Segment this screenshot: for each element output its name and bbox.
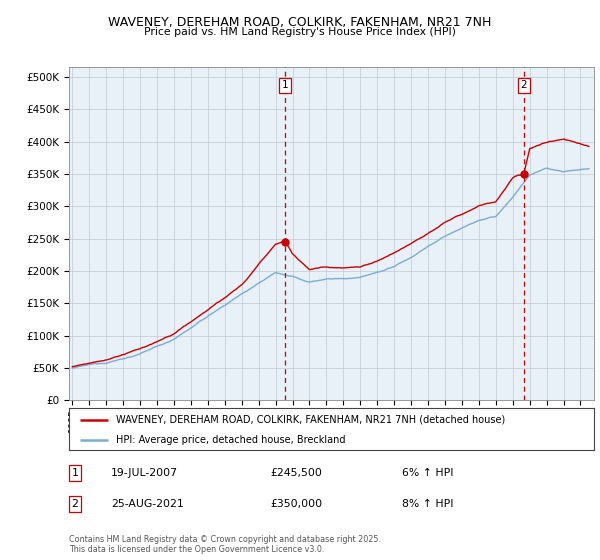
Text: 2: 2: [520, 80, 527, 90]
Text: Price paid vs. HM Land Registry's House Price Index (HPI): Price paid vs. HM Land Registry's House …: [144, 27, 456, 37]
Text: 2: 2: [71, 499, 79, 509]
Text: 19-JUL-2007: 19-JUL-2007: [111, 468, 178, 478]
Text: HPI: Average price, detached house, Breckland: HPI: Average price, detached house, Brec…: [116, 435, 346, 445]
Text: 1: 1: [71, 468, 79, 478]
Text: WAVENEY, DEREHAM ROAD, COLKIRK, FAKENHAM, NR21 7NH: WAVENEY, DEREHAM ROAD, COLKIRK, FAKENHAM…: [109, 16, 491, 29]
Text: 1: 1: [281, 80, 288, 90]
Text: 25-AUG-2021: 25-AUG-2021: [111, 499, 184, 509]
Text: 8% ↑ HPI: 8% ↑ HPI: [402, 499, 454, 509]
Text: WAVENEY, DEREHAM ROAD, COLKIRK, FAKENHAM, NR21 7NH (detached house): WAVENEY, DEREHAM ROAD, COLKIRK, FAKENHAM…: [116, 415, 505, 425]
Text: £350,000: £350,000: [270, 499, 322, 509]
Text: 6% ↑ HPI: 6% ↑ HPI: [402, 468, 454, 478]
Text: Contains HM Land Registry data © Crown copyright and database right 2025.
This d: Contains HM Land Registry data © Crown c…: [69, 535, 381, 554]
Text: £245,500: £245,500: [270, 468, 322, 478]
